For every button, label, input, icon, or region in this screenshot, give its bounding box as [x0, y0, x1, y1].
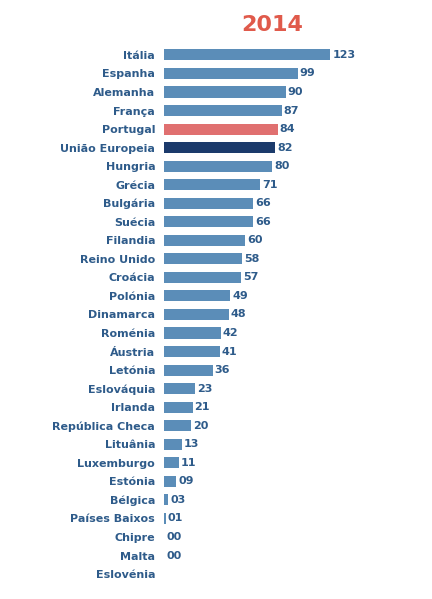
Bar — [164, 328, 221, 338]
Text: 84: 84 — [280, 124, 295, 134]
Text: 03: 03 — [170, 495, 185, 505]
Text: 99: 99 — [300, 68, 316, 78]
Text: 49: 49 — [232, 291, 248, 301]
Bar — [164, 142, 275, 153]
Bar — [164, 272, 241, 283]
Text: 80: 80 — [274, 161, 289, 171]
Text: 09: 09 — [178, 476, 194, 486]
Text: 00: 00 — [166, 532, 181, 542]
Text: 66: 66 — [255, 217, 271, 227]
Bar — [164, 494, 168, 506]
Bar — [164, 68, 298, 79]
Title: 2014: 2014 — [241, 15, 303, 35]
Bar — [164, 105, 282, 116]
Bar — [164, 438, 182, 450]
Bar — [164, 383, 195, 394]
Bar — [164, 253, 242, 264]
Text: 71: 71 — [262, 180, 277, 190]
Bar — [164, 123, 277, 135]
Text: 57: 57 — [243, 273, 258, 282]
Text: 42: 42 — [223, 328, 238, 338]
Text: 11: 11 — [181, 458, 197, 468]
Text: 01: 01 — [168, 513, 183, 524]
Text: 82: 82 — [277, 143, 292, 153]
Text: 66: 66 — [255, 198, 271, 208]
Text: 60: 60 — [247, 235, 263, 246]
Bar — [164, 179, 260, 190]
Text: 23: 23 — [197, 383, 213, 394]
Bar — [164, 365, 213, 376]
Bar — [164, 476, 176, 487]
Bar — [164, 513, 165, 524]
Text: 20: 20 — [193, 420, 209, 431]
Bar — [164, 309, 229, 320]
Bar — [164, 86, 286, 98]
Text: 58: 58 — [245, 254, 260, 264]
Text: 36: 36 — [215, 365, 230, 375]
Bar — [164, 291, 230, 301]
Text: 123: 123 — [332, 50, 356, 60]
Text: 87: 87 — [284, 105, 299, 116]
Bar — [164, 401, 193, 413]
Bar — [164, 420, 191, 431]
Text: 90: 90 — [288, 87, 303, 97]
Text: 13: 13 — [184, 439, 199, 449]
Text: 00: 00 — [166, 550, 181, 561]
Bar — [164, 235, 245, 246]
Text: 41: 41 — [222, 347, 237, 356]
Bar — [164, 161, 272, 172]
Bar — [164, 346, 219, 357]
Bar — [164, 198, 253, 209]
Bar — [164, 216, 253, 228]
Bar — [164, 457, 179, 468]
Text: 48: 48 — [231, 310, 247, 319]
Text: 21: 21 — [194, 402, 210, 412]
Bar — [164, 49, 330, 60]
